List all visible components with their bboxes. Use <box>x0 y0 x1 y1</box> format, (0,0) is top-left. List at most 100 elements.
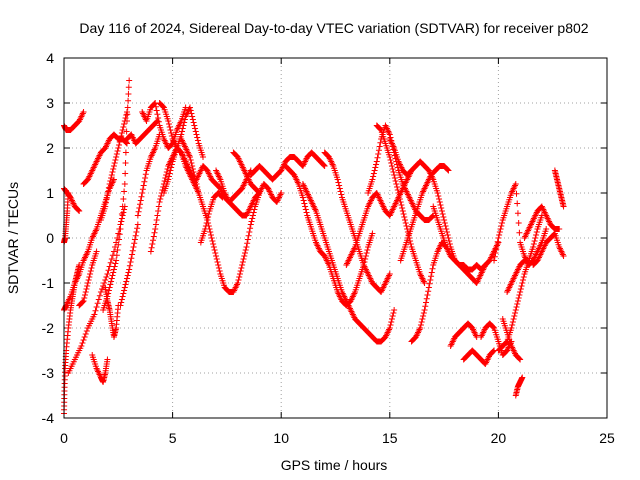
data-point <box>255 189 262 196</box>
data-point <box>119 293 126 300</box>
data-point <box>514 301 521 307</box>
data-point <box>181 119 188 126</box>
data-point <box>493 246 500 253</box>
data-point <box>423 295 430 302</box>
data-point <box>202 226 209 232</box>
data-point <box>517 286 524 292</box>
data-point <box>513 304 520 310</box>
data-point <box>150 233 157 240</box>
data-point <box>299 194 306 201</box>
data-point <box>127 259 134 265</box>
data-point <box>168 164 175 171</box>
data-point <box>168 130 175 136</box>
data-point <box>363 250 370 256</box>
data-point <box>377 126 384 133</box>
data-point <box>402 217 409 223</box>
data-point <box>118 130 125 136</box>
data-point <box>108 278 115 285</box>
data-point <box>118 296 125 303</box>
data-point <box>118 211 125 217</box>
data-point <box>239 259 246 265</box>
data-point <box>509 319 516 325</box>
data-point <box>242 250 248 256</box>
data-point <box>157 196 164 202</box>
data-point <box>188 160 195 166</box>
data-point <box>165 173 172 180</box>
data-point <box>533 232 540 238</box>
data-point <box>391 175 398 181</box>
data-point <box>106 181 113 187</box>
data-point <box>167 167 174 174</box>
data-point <box>125 97 132 104</box>
data-point <box>435 193 442 199</box>
data-point <box>516 292 523 298</box>
data-point <box>492 250 499 256</box>
data-point <box>556 226 563 232</box>
data-point <box>210 244 217 250</box>
data-point <box>110 266 117 273</box>
data-point <box>189 113 196 120</box>
data-point <box>111 263 118 270</box>
data-point <box>121 287 128 294</box>
data-point <box>116 139 123 145</box>
data-point <box>519 280 526 286</box>
data-point <box>194 137 201 144</box>
data-point <box>115 241 122 248</box>
data-point <box>516 355 523 362</box>
data-point <box>417 322 424 328</box>
data-point <box>123 128 130 135</box>
data-point <box>436 196 443 202</box>
data-point <box>482 262 489 268</box>
data-point <box>147 248 154 255</box>
data-point <box>113 257 120 264</box>
data-point <box>120 290 127 297</box>
data-point <box>400 211 407 217</box>
data-point <box>209 238 216 244</box>
data-point <box>375 147 382 154</box>
x-tick-label: 10 <box>273 430 289 446</box>
data-point <box>335 179 342 186</box>
data-point <box>118 299 125 306</box>
data-point <box>107 281 114 288</box>
data-point <box>494 238 501 245</box>
data-point <box>135 208 142 215</box>
data-point <box>369 230 376 237</box>
plot-frame <box>63 57 608 419</box>
data-point <box>80 298 87 304</box>
data-point <box>151 100 158 107</box>
data-series-aj <box>447 320 480 349</box>
data-series-a <box>61 109 87 133</box>
data-point <box>256 190 263 196</box>
data-point <box>167 127 174 133</box>
data-point <box>152 103 159 110</box>
data-point <box>123 278 130 285</box>
data-point <box>112 260 119 267</box>
data-point <box>139 190 146 196</box>
data-point <box>112 244 119 250</box>
data-point <box>188 110 195 117</box>
data-point <box>532 235 539 241</box>
data-point <box>124 104 131 111</box>
data-point <box>81 292 88 298</box>
data-point <box>208 235 215 241</box>
data-point <box>102 277 109 283</box>
data-point <box>194 187 201 193</box>
data-point <box>93 304 100 310</box>
data-point <box>96 292 103 299</box>
data-point <box>247 221 254 228</box>
data-point <box>418 319 425 325</box>
data-point <box>493 242 500 249</box>
data-point <box>390 169 397 175</box>
data-point <box>83 328 90 334</box>
data-point <box>560 253 567 259</box>
data-point <box>166 124 173 130</box>
data-points <box>61 77 567 417</box>
data-series-ag <box>397 163 452 264</box>
data-point <box>387 322 394 328</box>
data-point <box>140 182 147 189</box>
data-series-h <box>76 248 100 309</box>
data-point <box>438 205 445 211</box>
data-point <box>236 274 243 280</box>
data-series-an <box>495 212 545 354</box>
y-tick-label: 2 <box>46 140 54 156</box>
